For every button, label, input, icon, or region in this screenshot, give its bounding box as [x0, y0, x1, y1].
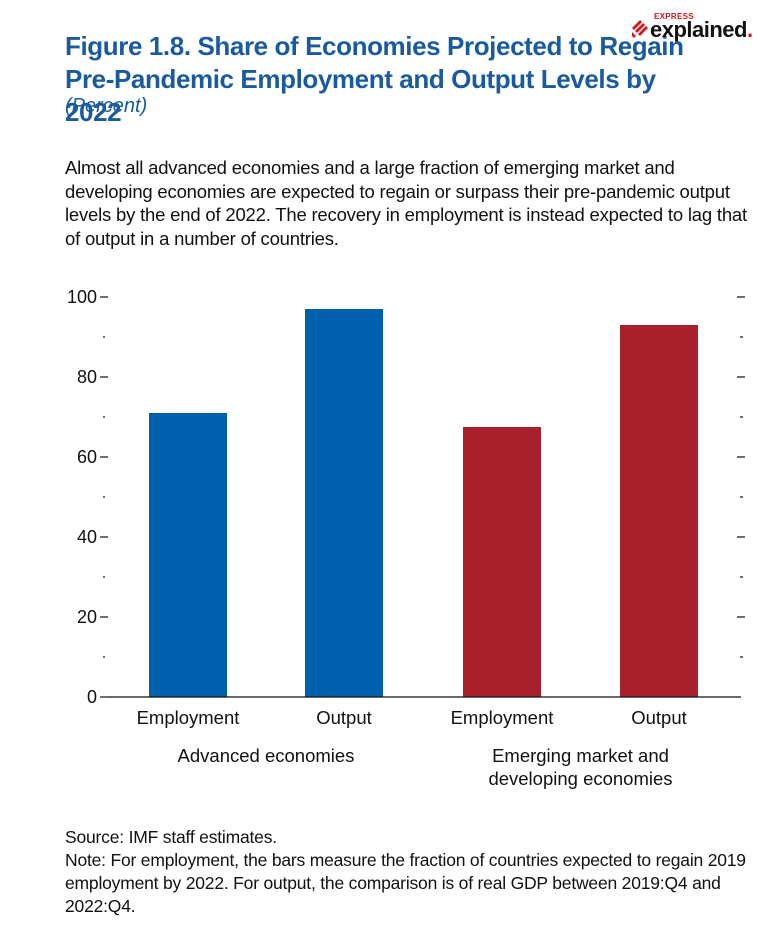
methodology-note: Note: For employment, the bars measure t…	[65, 850, 746, 916]
chart-footer: Source: IMF staff estimates. Note: For e…	[65, 826, 755, 918]
bar-1	[149, 413, 227, 697]
source-note: Source: IMF staff estimates.	[65, 827, 277, 847]
category-label-2: Output	[316, 707, 372, 728]
y-tick-label-100: 100	[67, 287, 97, 307]
group-label-2-line-2: developing economies	[488, 768, 672, 789]
group-label-1-line-1: Advanced economies	[178, 745, 355, 766]
category-label-3: Employment	[451, 707, 554, 728]
logo-dot: .	[746, 17, 753, 42]
logo-explained-text: explained.	[650, 17, 753, 43]
bar-4	[620, 325, 698, 697]
logo-stripes-icon	[632, 20, 648, 38]
y-tick-label-80: 80	[77, 367, 97, 387]
category-label-4: Output	[631, 707, 687, 728]
chart-subtitle: (Percent)	[65, 95, 148, 117]
bar-chart: 0 20 40 60 80 100 Employment Output Employment Ou…	[67, 287, 745, 789]
logo-express-text: EXPRESS	[654, 12, 694, 21]
chart-title-line-1: Figure 1.8. Share of Economies Projected…	[65, 31, 684, 61]
y-tick-label-60: 60	[77, 447, 97, 467]
y-tick-label-0: 0	[87, 687, 97, 707]
group-label-2-line-1: Emerging market and	[492, 745, 669, 766]
category-label-1: Employment	[137, 707, 240, 728]
bar-2	[305, 309, 383, 697]
chart-description: Almost all advanced economies and a larg…	[65, 157, 747, 249]
y-tick-label-20: 20	[77, 607, 97, 627]
chart-title-line-2: Pre-Pandemic Employment and Output Level…	[65, 64, 656, 127]
logo-explained-word: explained	[650, 17, 747, 42]
chart-title: Figure 1.8. Share of Economies Projected…	[65, 30, 685, 129]
express-explained-logo: EXPRESS explained.	[632, 12, 754, 48]
y-tick-label-40: 40	[77, 527, 97, 547]
bar-3	[463, 427, 541, 697]
